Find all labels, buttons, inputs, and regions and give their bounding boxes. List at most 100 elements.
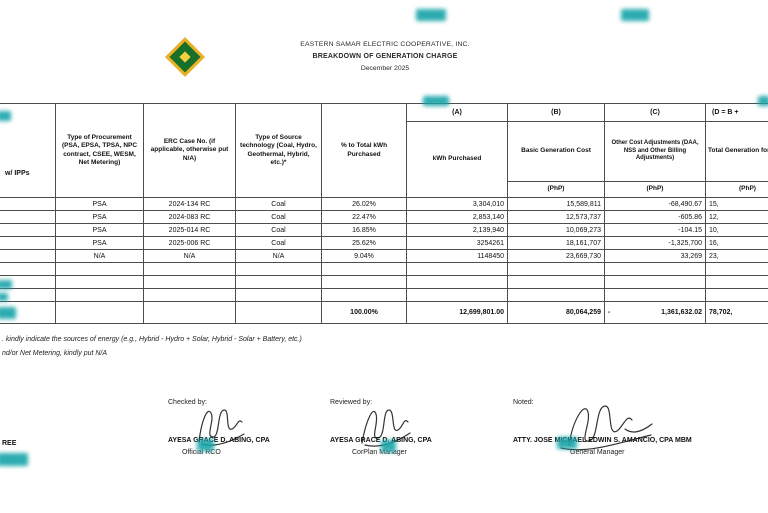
basic-cost-cell: 10,069,273 — [507, 223, 605, 237]
erc-case-cell: 2024-134 RC — [143, 197, 236, 211]
table-row: PSA 2024-083 RC Coal 22.47% 2,853,140 12… — [0, 210, 768, 224]
php-label-c: (PhP) — [604, 181, 706, 198]
empty-cell — [321, 288, 407, 302]
empty-cell — [0, 223, 56, 237]
erc-case-cell: 2024-083 RC — [143, 210, 236, 224]
empty-cell — [143, 275, 236, 289]
kwh-cell: 3,304,010 — [406, 197, 508, 211]
col-header-total-generation: Total Generation for the Mo — [705, 121, 768, 182]
total-kwh: 12,699,801.00 — [406, 301, 508, 324]
procurement-cell: N/A — [55, 249, 144, 263]
table-row: PSA 2024-134 RC Coal 26.02% 3,304,010 15… — [0, 197, 768, 211]
document-header: EASTERN SAMAR ELECTRIC COOPERATIVE, INC.… — [200, 41, 570, 72]
col-letter-d: (D = B + — [705, 103, 768, 122]
empty-cell — [55, 275, 144, 289]
table-row: PSA 2025-014 RC Coal 16.85% 2,139,940 10… — [0, 223, 768, 237]
kwh-cell: 2,139,940 — [406, 223, 508, 237]
col-letter-c: (C) — [604, 103, 706, 122]
document-title: BREAKDOWN OF GENERATION CHARGE — [312, 53, 458, 60]
total-gen-cell: 15, — [705, 197, 768, 211]
empty-cell — [143, 288, 236, 302]
col-letter-a: (A) — [406, 103, 508, 122]
col-header-source-tech: Type of Source technology (Coal, Hydro, … — [235, 103, 322, 198]
reviewed-by-name: AYESA GRACE D. ABING, CPA — [330, 437, 432, 444]
empty-row — [0, 275, 768, 289]
noted-by-name: ATTY. JOSE MICHAEL EDWIN S. AMANCIO, CPA… — [513, 437, 692, 444]
empty-cell — [705, 275, 768, 289]
empty-cell — [55, 288, 144, 302]
erc-case-cell: N/A — [143, 249, 236, 263]
col-header-basic-gen-cost: Basic Generation Cost — [507, 121, 605, 182]
empty-cell — [406, 275, 508, 289]
redaction-mark — [0, 307, 16, 319]
source-tech-cell: Coal — [235, 236, 322, 250]
empty-cell — [0, 288, 56, 302]
redaction-mark — [416, 9, 446, 21]
empty-cell — [705, 262, 768, 276]
empty-cell — [507, 288, 605, 302]
total-other-cost: 1,361,632.02 — [661, 309, 702, 316]
erc-case-cell: 2025-014 RC — [143, 223, 236, 237]
empty-cell — [406, 288, 508, 302]
empty-cell — [705, 288, 768, 302]
source-tech-cell: N/A — [235, 249, 322, 263]
signature-scribble — [560, 405, 653, 451]
redaction-mark — [0, 293, 8, 301]
empty-cell — [406, 262, 508, 276]
checked-by-name: AYESA GRACE D. ABING, CPA — [168, 437, 270, 444]
procurement-cell: PSA — [55, 210, 144, 224]
table-row: PSA 2025-006 RC Coal 25.62% 3254261 18,1… — [0, 236, 768, 250]
total-basic-cost: 80,064,259 — [507, 301, 605, 324]
noted-label: Noted: — [513, 399, 534, 406]
company-name: EASTERN SAMAR ELECTRIC COOPERATIVE, INC. — [300, 41, 470, 48]
empty-row — [0, 262, 768, 276]
pct-cell: 16.85% — [321, 223, 407, 237]
redaction-mark — [0, 453, 28, 466]
checked-by-title: Official RCO — [182, 449, 221, 456]
basic-cost-cell: 23,669,730 — [507, 249, 605, 263]
col-header-kwh-purchased: kWh Purchased — [406, 121, 508, 198]
kwh-cell: 2,853,140 — [406, 210, 508, 224]
source-tech-cell: Coal — [235, 197, 322, 211]
redaction-mark — [0, 111, 11, 121]
total-gen-cell: 12, — [705, 210, 768, 224]
document-period: December 2025 — [360, 65, 410, 72]
total-pct: 100.00% — [321, 301, 407, 324]
empty-cell — [604, 288, 706, 302]
procurement-cell: PSA — [55, 223, 144, 237]
procurement-cell: PSA — [55, 236, 144, 250]
cooperative-logo — [165, 37, 205, 77]
basic-cost-cell: 18,161,707 — [507, 236, 605, 250]
noted-by-title: General Manager — [570, 449, 625, 456]
redaction-mark — [621, 9, 649, 21]
generation-charge-table-wrap: w/ IPPs Type of Procurement (PSA, EPSA, … — [0, 103, 768, 324]
col-header-other-cost-adj: Other Cost Adjustments (DAA, NSS and Oth… — [604, 121, 706, 182]
empty-cell — [321, 275, 407, 289]
reviewed-by-block: Reviewed by: AYESA GRACE D. ABING, CPA C… — [330, 399, 460, 456]
col-header-erc-case: ERC Case No. (if applicable, otherwise p… — [143, 103, 236, 198]
php-label-b: (PhP) — [507, 181, 605, 198]
redaction-mark — [557, 437, 577, 449]
empty-cell — [604, 275, 706, 289]
checked-by-label: Checked by: — [168, 399, 207, 406]
php-label-d: (PhP) — [705, 181, 768, 198]
total-other-cost-cell: - 1,361,632.02 — [604, 301, 706, 324]
total-gen-cell: 23, — [705, 249, 768, 263]
empty-cell — [604, 262, 706, 276]
empty-cell — [0, 197, 56, 211]
pct-cell: 9.04% — [321, 249, 407, 263]
col-letter-b: (B) — [507, 103, 605, 122]
empty-cell — [55, 301, 144, 324]
empty-cell — [143, 262, 236, 276]
kwh-cell: 3254261 — [406, 236, 508, 250]
empty-cell — [0, 249, 56, 263]
other-cost-cell: -605.86 — [604, 210, 706, 224]
basic-cost-cell: 12,573,737 — [507, 210, 605, 224]
other-cost-cell: 33,269 — [604, 249, 706, 263]
footnote-net-metering: nd/or Net Metering, kindly put N/A — [2, 350, 108, 357]
redaction-mark — [423, 96, 449, 106]
empty-cell — [55, 262, 144, 276]
table-row: N/A N/A N/A 9.04% 1148450 23,669,730 33,… — [0, 249, 768, 263]
source-tech-cell: Coal — [235, 210, 322, 224]
procurement-cell: PSA — [55, 197, 144, 211]
